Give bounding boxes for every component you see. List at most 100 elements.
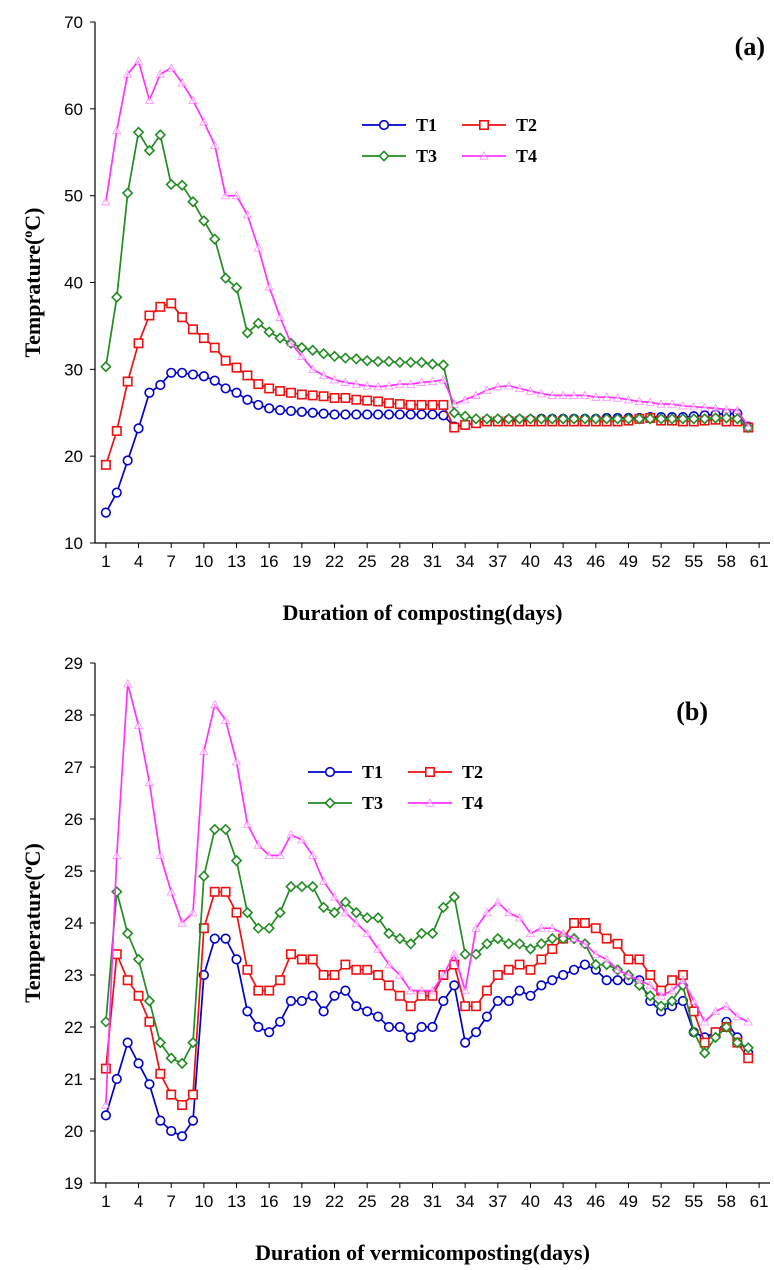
data-point <box>133 1058 144 1069</box>
data-point <box>209 823 221 836</box>
x-tick-label: 28 <box>390 1192 409 1211</box>
data-point <box>449 422 460 433</box>
series-line-t2 <box>105 302 749 466</box>
x-tick-label: 49 <box>619 552 638 571</box>
data-point <box>176 1057 188 1070</box>
series-t2 <box>100 298 754 470</box>
data-point <box>373 396 384 407</box>
data-point <box>372 912 384 924</box>
data-point <box>350 906 363 919</box>
data-point <box>297 351 307 360</box>
data-point <box>633 979 646 992</box>
y-tick-label: 50 <box>64 187 83 206</box>
data-point <box>155 1115 166 1126</box>
data-point <box>155 69 166 78</box>
legend-marker <box>479 151 489 160</box>
data-point <box>536 923 547 932</box>
data-point <box>188 95 198 104</box>
data-point <box>242 209 253 219</box>
data-point <box>307 407 318 418</box>
data-point <box>438 970 449 979</box>
data-point <box>547 975 558 986</box>
data-point <box>144 1016 155 1027</box>
data-point <box>209 342 220 353</box>
y-tick-label: 23 <box>64 966 83 985</box>
data-point <box>219 823 232 836</box>
y-tick-label: 21 <box>64 1070 83 1089</box>
data-point <box>492 969 503 980</box>
data-point <box>133 990 144 1001</box>
x-tick-label: 28 <box>390 552 409 571</box>
data-point <box>286 338 296 347</box>
y-tick-label: 19 <box>64 1174 83 1193</box>
series-t4 <box>101 678 753 1109</box>
data-point <box>623 970 634 979</box>
series-line-t3 <box>105 131 749 429</box>
data-point <box>698 413 711 425</box>
x-tick-label: 10 <box>194 552 213 571</box>
data-point <box>406 379 416 388</box>
data-point <box>154 1036 167 1049</box>
data-point <box>524 943 537 955</box>
data-point <box>253 242 263 252</box>
legend-label: T2 <box>462 762 483 782</box>
data-point <box>558 390 568 399</box>
legend-label: T1 <box>416 115 437 135</box>
data-point <box>296 954 307 965</box>
data-point <box>340 959 351 970</box>
data-point <box>383 409 395 420</box>
data-point <box>644 990 656 1002</box>
data-point <box>611 413 624 425</box>
data-point <box>318 391 329 402</box>
data-point <box>275 850 285 859</box>
data-point <box>362 964 373 975</box>
data-point <box>698 1047 711 1059</box>
x-tick-label: 40 <box>521 1192 540 1211</box>
data-point <box>448 891 461 903</box>
data-point <box>275 312 285 321</box>
data-point <box>569 390 579 399</box>
data-point <box>199 117 209 126</box>
x-tick-label: 61 <box>750 552 769 571</box>
data-point <box>275 386 286 397</box>
data-point <box>590 923 601 934</box>
data-point <box>448 407 461 419</box>
data-point <box>449 399 459 408</box>
data-point <box>111 487 122 498</box>
data-point <box>689 401 699 411</box>
data-point <box>667 985 677 995</box>
chart-panel-b: 19 20 21 22 23 24 25 26 27 28 29 1 4 7 10 13 16 19 22 25 28 3… <box>20 654 770 1265</box>
data-point <box>492 413 504 425</box>
data-point <box>579 917 590 928</box>
data-point <box>395 970 405 979</box>
data-point <box>678 400 688 410</box>
data-point <box>514 985 525 996</box>
data-point <box>242 1006 253 1017</box>
data-point <box>274 1016 286 1027</box>
data-point <box>373 944 383 953</box>
data-point <box>133 56 144 65</box>
x-tick-label: 61 <box>750 1192 769 1211</box>
data-point <box>525 990 536 1001</box>
data-point <box>514 959 525 970</box>
data-point <box>166 1125 177 1137</box>
data-point <box>470 413 482 425</box>
x-tick-label: 34 <box>456 552 475 571</box>
data-point <box>198 870 210 882</box>
data-point <box>187 196 199 208</box>
x-tick-label: 37 <box>488 552 507 571</box>
data-point <box>579 959 591 970</box>
data-point <box>383 355 395 368</box>
data-point <box>459 948 471 960</box>
data-point <box>437 901 450 914</box>
data-point <box>416 377 427 386</box>
data-point <box>525 964 536 975</box>
data-point <box>285 949 296 960</box>
y-tick-label: 28 <box>64 706 83 725</box>
data-point <box>677 413 689 425</box>
x-tick-label: 1 <box>101 1192 110 1211</box>
data-point <box>547 923 557 932</box>
data-point <box>350 353 363 365</box>
data-point <box>633 413 646 425</box>
